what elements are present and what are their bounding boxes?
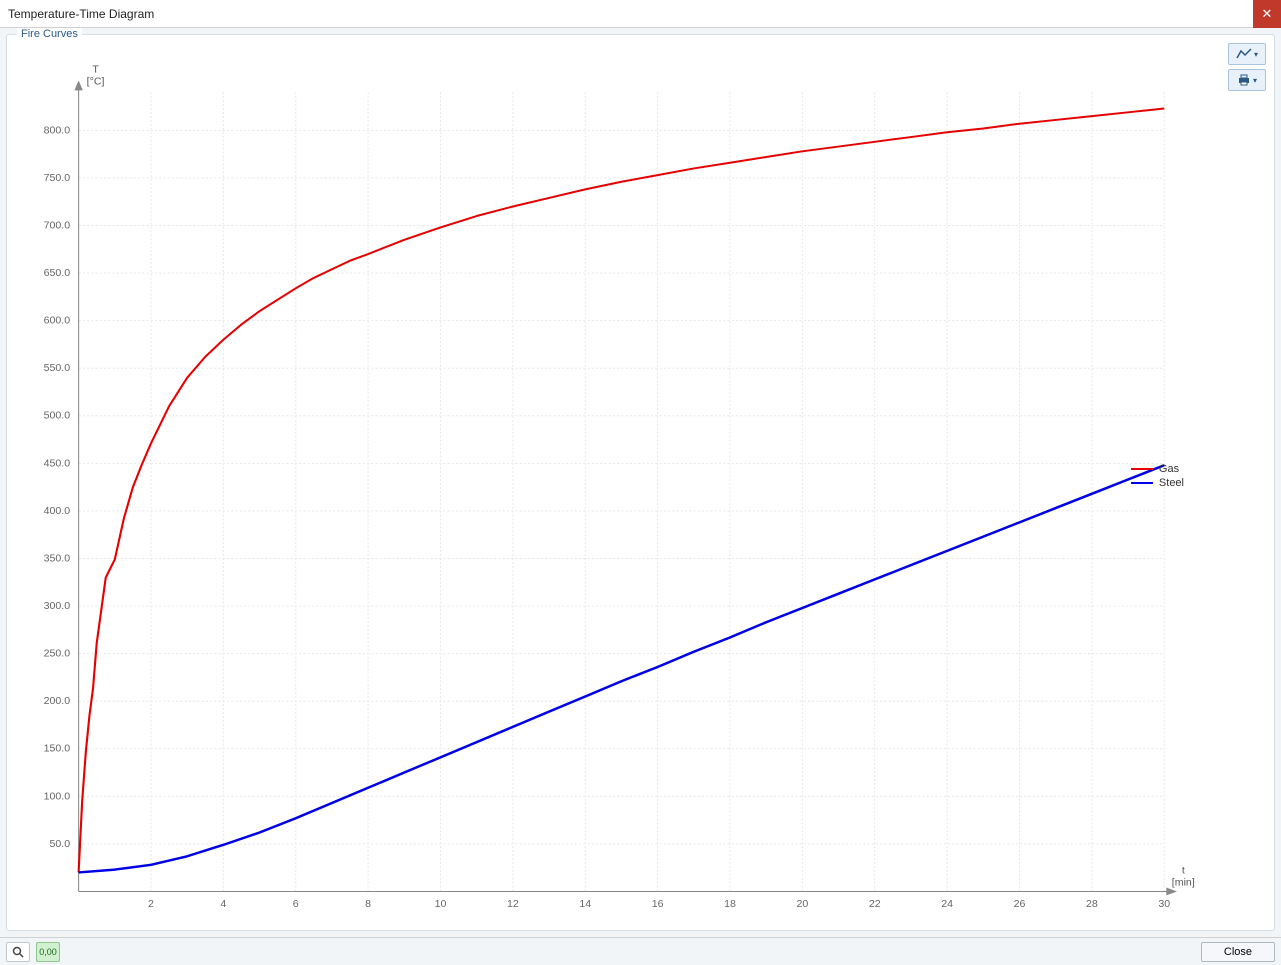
close-icon: ✕ — [1262, 6, 1273, 22]
titlebar: Temperature-Time Diagram ✕ — [0, 0, 1281, 28]
svg-text:18: 18 — [724, 900, 736, 911]
svg-text:100.0: 100.0 — [44, 792, 71, 803]
legend-swatch — [1131, 468, 1153, 470]
search-icon — [12, 946, 24, 958]
svg-text:[min]: [min] — [1172, 878, 1195, 889]
statusbar: 0,00 Close — [0, 937, 1281, 965]
svg-text:20: 20 — [796, 900, 808, 911]
svg-text:550.0: 550.0 — [44, 363, 71, 374]
svg-text:350.0: 350.0 — [44, 554, 71, 565]
svg-text:22: 22 — [869, 900, 881, 911]
svg-text:2: 2 — [148, 900, 154, 911]
close-button[interactable]: Close — [1201, 942, 1275, 962]
legend-swatch — [1131, 482, 1153, 484]
decimals-button[interactable]: 0,00 — [36, 942, 60, 962]
svg-text:8: 8 — [365, 900, 371, 911]
svg-text:500.0: 500.0 — [44, 411, 71, 422]
svg-text:250.0: 250.0 — [44, 649, 71, 660]
legend-item-gas: Gas — [1131, 463, 1184, 475]
svg-text:150.0: 150.0 — [44, 744, 71, 755]
svg-text:600.0: 600.0 — [44, 316, 71, 327]
legend-label: Steel — [1159, 477, 1184, 489]
svg-text:30: 30 — [1158, 900, 1170, 911]
svg-text:6: 6 — [293, 900, 299, 911]
svg-text:t: t — [1182, 866, 1185, 877]
svg-text:50.0: 50.0 — [50, 839, 71, 850]
svg-text:24: 24 — [941, 900, 953, 911]
svg-text:400.0: 400.0 — [44, 506, 71, 517]
svg-text:28: 28 — [1086, 900, 1098, 911]
svg-text:26: 26 — [1014, 900, 1026, 911]
svg-text:14: 14 — [579, 900, 591, 911]
svg-text:700.0: 700.0 — [44, 221, 71, 232]
svg-text:800.0: 800.0 — [44, 126, 71, 137]
window-title: Temperature-Time Diagram — [8, 7, 154, 21]
legend: Gas Steel — [1131, 463, 1184, 491]
fire-curves-panel: Fire Curves ▾ ▾ 246810121416182022242628… — [6, 34, 1275, 931]
legend-item-steel: Steel — [1131, 477, 1184, 489]
panel-title: Fire Curves — [17, 28, 82, 40]
svg-text:300.0: 300.0 — [44, 601, 71, 612]
svg-text:16: 16 — [652, 900, 664, 911]
window-close-button[interactable]: ✕ — [1253, 0, 1281, 28]
svg-text:450.0: 450.0 — [44, 459, 71, 470]
chart-container: 2468101214161820222426283050.0100.0150.0… — [15, 43, 1266, 926]
legend-label: Gas — [1159, 463, 1179, 475]
svg-text:4: 4 — [220, 900, 226, 911]
svg-text:200.0: 200.0 — [44, 696, 71, 707]
magnifier-button[interactable] — [6, 942, 30, 962]
chart-svg: 2468101214161820222426283050.0100.0150.0… — [15, 43, 1266, 926]
svg-text:12: 12 — [507, 900, 519, 911]
svg-text:[°C]: [°C] — [87, 77, 105, 88]
decimals-label: 0,00 — [39, 947, 57, 957]
svg-text:T: T — [92, 65, 99, 76]
svg-text:650.0: 650.0 — [44, 268, 71, 279]
svg-text:10: 10 — [435, 900, 447, 911]
svg-text:750.0: 750.0 — [44, 173, 71, 184]
main-area: Fire Curves ▾ ▾ 246810121416182022242628… — [0, 28, 1281, 937]
